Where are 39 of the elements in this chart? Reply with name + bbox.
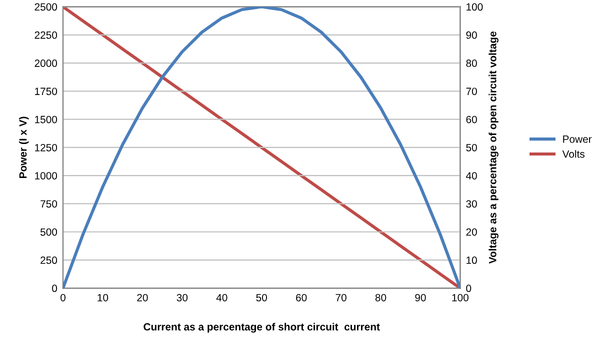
y-tick-label: 0	[52, 284, 58, 292]
y2-tick-label: 40	[466, 172, 477, 180]
y2-tick-label: 0	[466, 284, 472, 292]
y-tick-label: 750	[40, 200, 58, 208]
x-tick-label: 0	[60, 294, 66, 302]
y-tick-label: 1750	[35, 88, 58, 96]
legend-label: Power	[563, 136, 592, 143]
x-tick-label: 60	[296, 294, 307, 302]
x-tick-label: 30	[176, 294, 188, 302]
y-tick-label: 500	[40, 228, 58, 236]
y2-tick-label: 100	[466, 3, 483, 11]
y-tick-label: 2250	[34, 31, 58, 39]
x-tick-label: 40	[216, 294, 228, 302]
x-axis-title: Current as a percentage of short circuit current	[144, 322, 380, 333]
y2-tick-label: 10	[466, 256, 477, 264]
y2-tick-label: 90	[466, 31, 477, 39]
x-tick-label: 100	[452, 294, 468, 302]
y-tick-label: 1250	[35, 144, 58, 152]
x-tick-label: 20	[137, 294, 148, 302]
legend-label: Volts	[562, 150, 585, 158]
y-axis-title: Power (I x V)	[19, 116, 29, 178]
y2-tick-label: 50	[466, 144, 477, 152]
y-tick-label: 2500	[34, 3, 58, 11]
y2-axis-title: Voltage as a percentage of open circuit voltage	[488, 32, 498, 264]
x-tick-label: 50	[256, 294, 267, 302]
y2-tick-label: 30	[466, 200, 477, 208]
y2-tick-label: 20	[466, 228, 477, 236]
x-tick-label: 90	[415, 294, 426, 302]
y-tick-label: 250	[40, 256, 58, 264]
x-tick-label: 80	[375, 294, 386, 302]
line-series	[63, 6, 460, 288]
y-tick-label: 1500	[35, 116, 58, 124]
y-tick-label: 1000	[35, 172, 58, 180]
x-tick-label: 10	[98, 294, 108, 302]
y2-tick-label: 80	[466, 60, 477, 67]
y-tick-label: 2000	[34, 60, 58, 67]
y2-tick-label: 70	[466, 88, 477, 96]
y2-tick-label: 60	[466, 116, 477, 124]
x-tick-label: 70	[336, 294, 346, 302]
